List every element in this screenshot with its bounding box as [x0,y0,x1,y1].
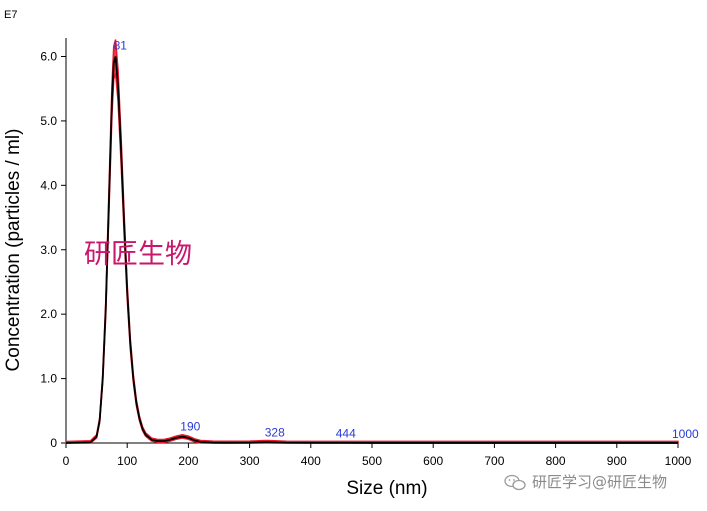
y-tick-label: 4.0 [40,178,57,192]
x-tick-label: 400 [301,454,321,468]
x-axis-title: Size (nm) [346,478,427,499]
y-tick-label: 5.0 [40,114,57,128]
peak-label: 190 [180,420,200,434]
x-axis-ticks: 0 100 200 300 400 500 600 700 800 900 1000 [63,443,692,468]
peak-label: 328 [265,426,285,440]
y-tick-label: 0 [50,436,57,450]
watermark-text: 研匠学习@研匠生物 [532,473,667,491]
x-tick-label: 900 [607,454,627,468]
watermark: 研匠学习@研匠生物 [504,473,667,491]
x-tick-label: 300 [240,454,260,468]
peak-label: 81 [114,39,128,53]
y-tick-label: 3.0 [40,243,57,257]
x-tick-label: 0 [63,454,70,468]
y-tick-label: 6.0 [40,50,57,64]
wechat-icon [504,474,526,491]
x-tick-label: 500 [362,454,382,468]
peak-label: 1000 [672,427,699,441]
y-axis-ticks: 0 1.0 2.0 3.0 4.0 5.0 6.0 [40,50,66,450]
y-tick-label: 2.0 [40,307,57,321]
x-tick-label: 100 [117,454,137,468]
peak-label: 444 [336,427,356,441]
x-tick-label: 800 [546,454,566,468]
y-axis-title: Concentration (particles / ml) [3,129,24,372]
overlay-brand-text: 研匠生物 [84,239,192,270]
x-tick-label: 600 [423,454,443,468]
x-tick-label: 700 [484,454,504,468]
peak-labels: 81 190 328 444 1000 [114,39,699,441]
y-scale-note: E7 [4,9,17,21]
x-tick-label: 200 [178,454,198,468]
y-tick-label: 1.0 [40,372,57,386]
series-line-mean [65,56,678,444]
x-tick-label: 1000 [665,454,692,468]
